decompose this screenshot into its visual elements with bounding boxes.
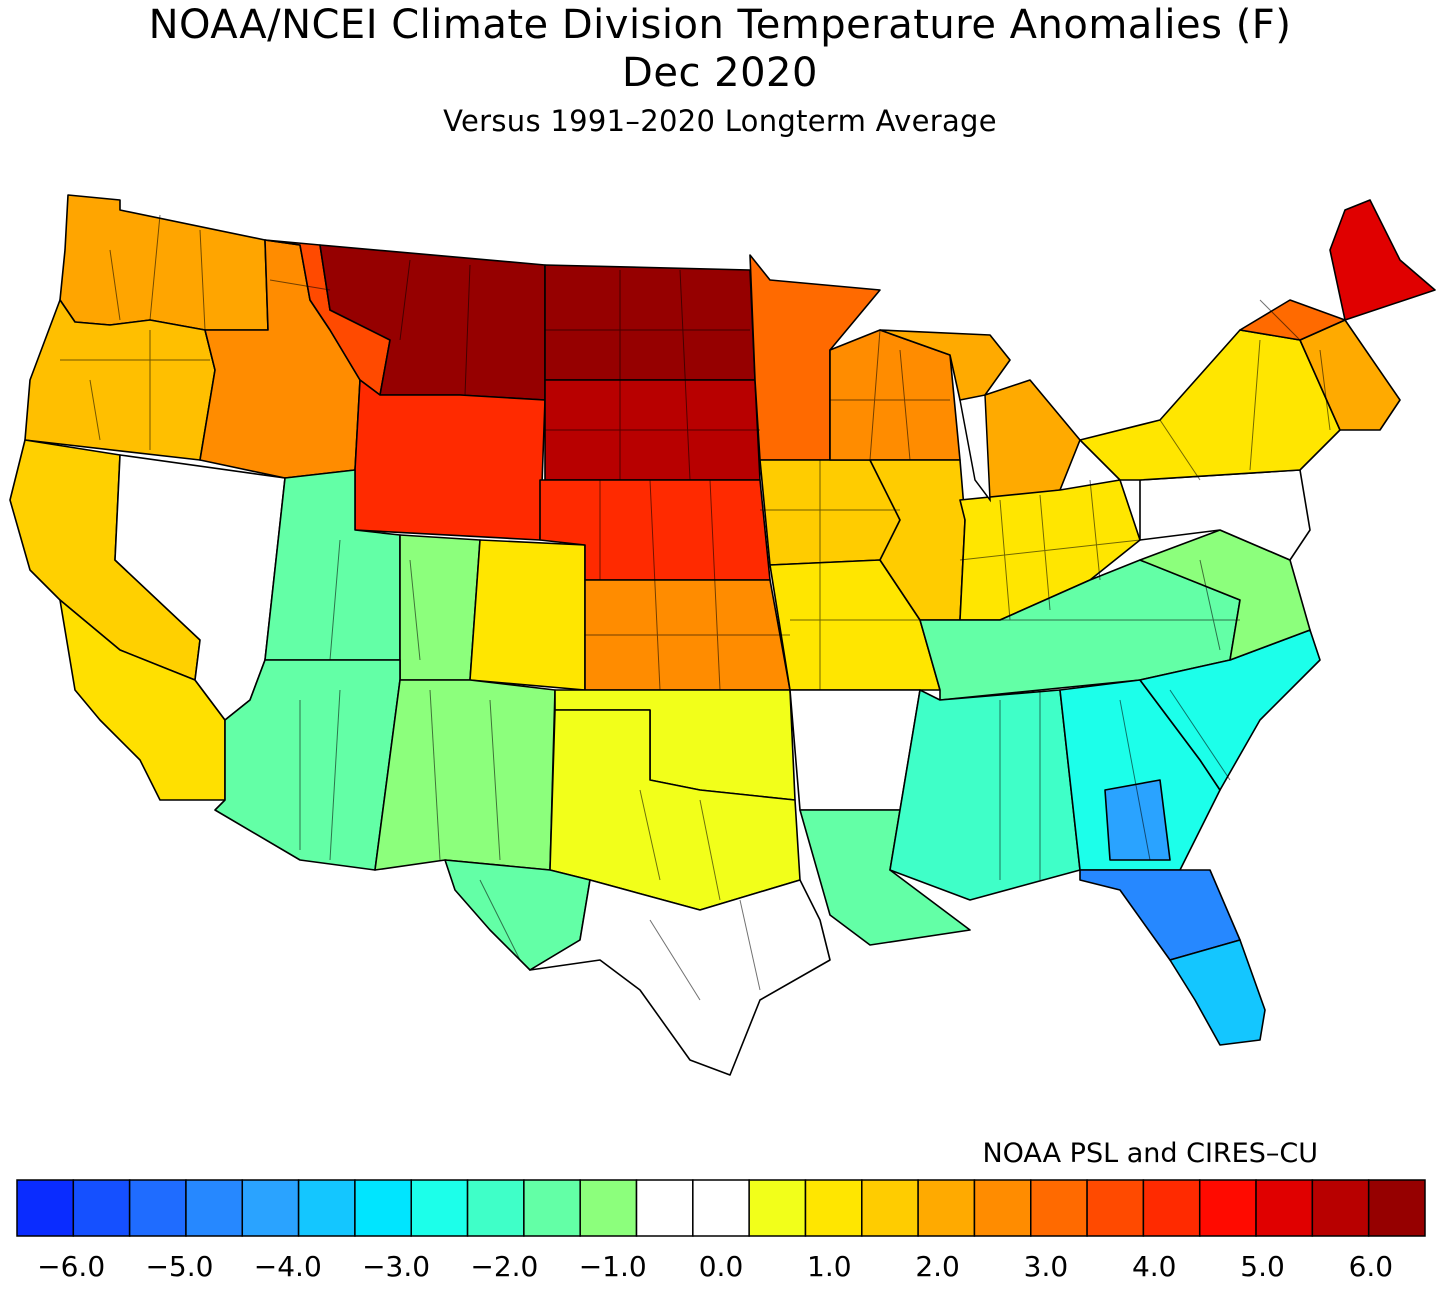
division-line — [1319, 349, 1331, 431]
legend-tick-label: 5.0 — [1240, 1250, 1285, 1283]
legend-swatch — [692, 1179, 750, 1237]
map-subtitle: Versus 1991–2020 Longterm Average — [443, 104, 997, 138]
legend-tick-label: −2.0 — [470, 1250, 538, 1283]
division-line — [649, 919, 701, 1001]
region-wyoming — [354, 379, 546, 541]
division-line — [679, 269, 691, 481]
division-line — [399, 259, 411, 341]
legend-tick-label: 2.0 — [915, 1250, 960, 1283]
division-line — [89, 379, 101, 441]
legend-swatch — [748, 1179, 807, 1237]
region-north-dakota — [544, 264, 756, 381]
division-line — [149, 214, 161, 321]
legend-tick-label: −6.0 — [37, 1250, 105, 1283]
legend-tick-label: 0.0 — [699, 1250, 744, 1283]
division-line — [429, 689, 441, 861]
legend-swatch — [917, 1179, 976, 1237]
legend-tick-label: 3.0 — [1024, 1250, 1069, 1283]
region-colorado-west — [399, 534, 481, 681]
division-line — [329, 539, 341, 661]
division-line — [1169, 689, 1231, 781]
region-washington — [59, 194, 269, 331]
legend-swatch — [1367, 1179, 1426, 1237]
legend-swatch — [1198, 1179, 1257, 1237]
division-line — [479, 879, 521, 961]
division-line — [1249, 339, 1261, 471]
region-new-york-pa — [1079, 329, 1341, 481]
division-line — [1089, 479, 1101, 581]
division-line — [999, 499, 1011, 621]
legend-tick-label: 4.0 — [1132, 1250, 1177, 1283]
region-mississippi-alabama — [889, 689, 1081, 901]
division-line — [329, 689, 341, 861]
map-period: Dec 2020 — [622, 50, 818, 96]
division-line — [899, 349, 911, 461]
division-line — [639, 789, 661, 881]
legend-swatch — [72, 1179, 131, 1237]
legend-swatch — [297, 1179, 356, 1237]
legend-swatch — [579, 1179, 638, 1237]
legend-swatch — [1255, 1179, 1314, 1237]
region-texas-central — [529, 879, 831, 1076]
legend-tick-label: 1.0 — [807, 1250, 852, 1283]
legend-swatch — [973, 1179, 1032, 1237]
region-maine — [1329, 199, 1436, 321]
legend-tick-label: −1.0 — [579, 1250, 647, 1283]
division-line — [1159, 419, 1201, 481]
legend-swatch — [354, 1179, 412, 1237]
division-line — [409, 559, 421, 661]
legend-swatch — [410, 1179, 469, 1237]
division-line — [199, 229, 206, 331]
legend-tick-label: −3.0 — [362, 1250, 430, 1283]
lake-michigan — [959, 394, 991, 503]
division-line — [1199, 559, 1221, 651]
division-line — [464, 264, 471, 396]
legend-swatch — [1311, 1179, 1370, 1237]
division-line — [739, 899, 761, 991]
legend-swatch — [1086, 1179, 1145, 1237]
legend-swatch — [635, 1179, 694, 1237]
us-climate-division-map — [9, 194, 1436, 1076]
legend-swatch — [16, 1179, 75, 1237]
division-line — [869, 329, 881, 461]
division-line — [699, 799, 721, 901]
legend-swatch — [128, 1179, 187, 1237]
division-line — [649, 479, 661, 691]
division-line — [489, 699, 501, 861]
region-florida-south — [1169, 939, 1266, 1046]
legend-swatch — [861, 1179, 919, 1237]
division-line — [269, 279, 331, 291]
region-new-mexico — [374, 679, 556, 871]
region-california-south — [59, 599, 226, 801]
legend-swatch — [1142, 1179, 1201, 1237]
legend-tick-label: −5.0 — [145, 1250, 213, 1283]
legend-swatch — [1030, 1179, 1088, 1237]
division-line — [709, 479, 721, 691]
region-arizona — [214, 659, 401, 871]
region-arkansas — [789, 689, 921, 811]
legend-swatch — [523, 1179, 581, 1237]
region-south-georgia — [1104, 779, 1171, 861]
division-line — [1119, 699, 1151, 861]
division-line — [959, 539, 1141, 561]
region-colorado-east — [469, 539, 586, 691]
data-credit: NOAA PSL and CIRES–CU — [982, 1138, 1318, 1169]
legend-tick-label: −4.0 — [254, 1250, 322, 1283]
legend-tick-label: 6.0 — [1349, 1250, 1394, 1283]
legend-swatch — [185, 1179, 244, 1237]
division-line — [1259, 299, 1301, 341]
color-legend: −6.0 −5.0 −4.0 −3.0 −2.0 −1.0 0.0 1.0 2.0 3.0 4.0 5… — [16, 1179, 1426, 1283]
legend-swatch — [804, 1179, 863, 1237]
division-line — [109, 249, 121, 321]
legend-swatch — [466, 1179, 525, 1237]
division-boundaries — [60, 214, 1331, 1001]
map-title: NOAA/NCEI Climate Division Temperature A… — [148, 2, 1292, 48]
legend-swatch — [241, 1179, 300, 1237]
division-line — [1039, 494, 1051, 611]
